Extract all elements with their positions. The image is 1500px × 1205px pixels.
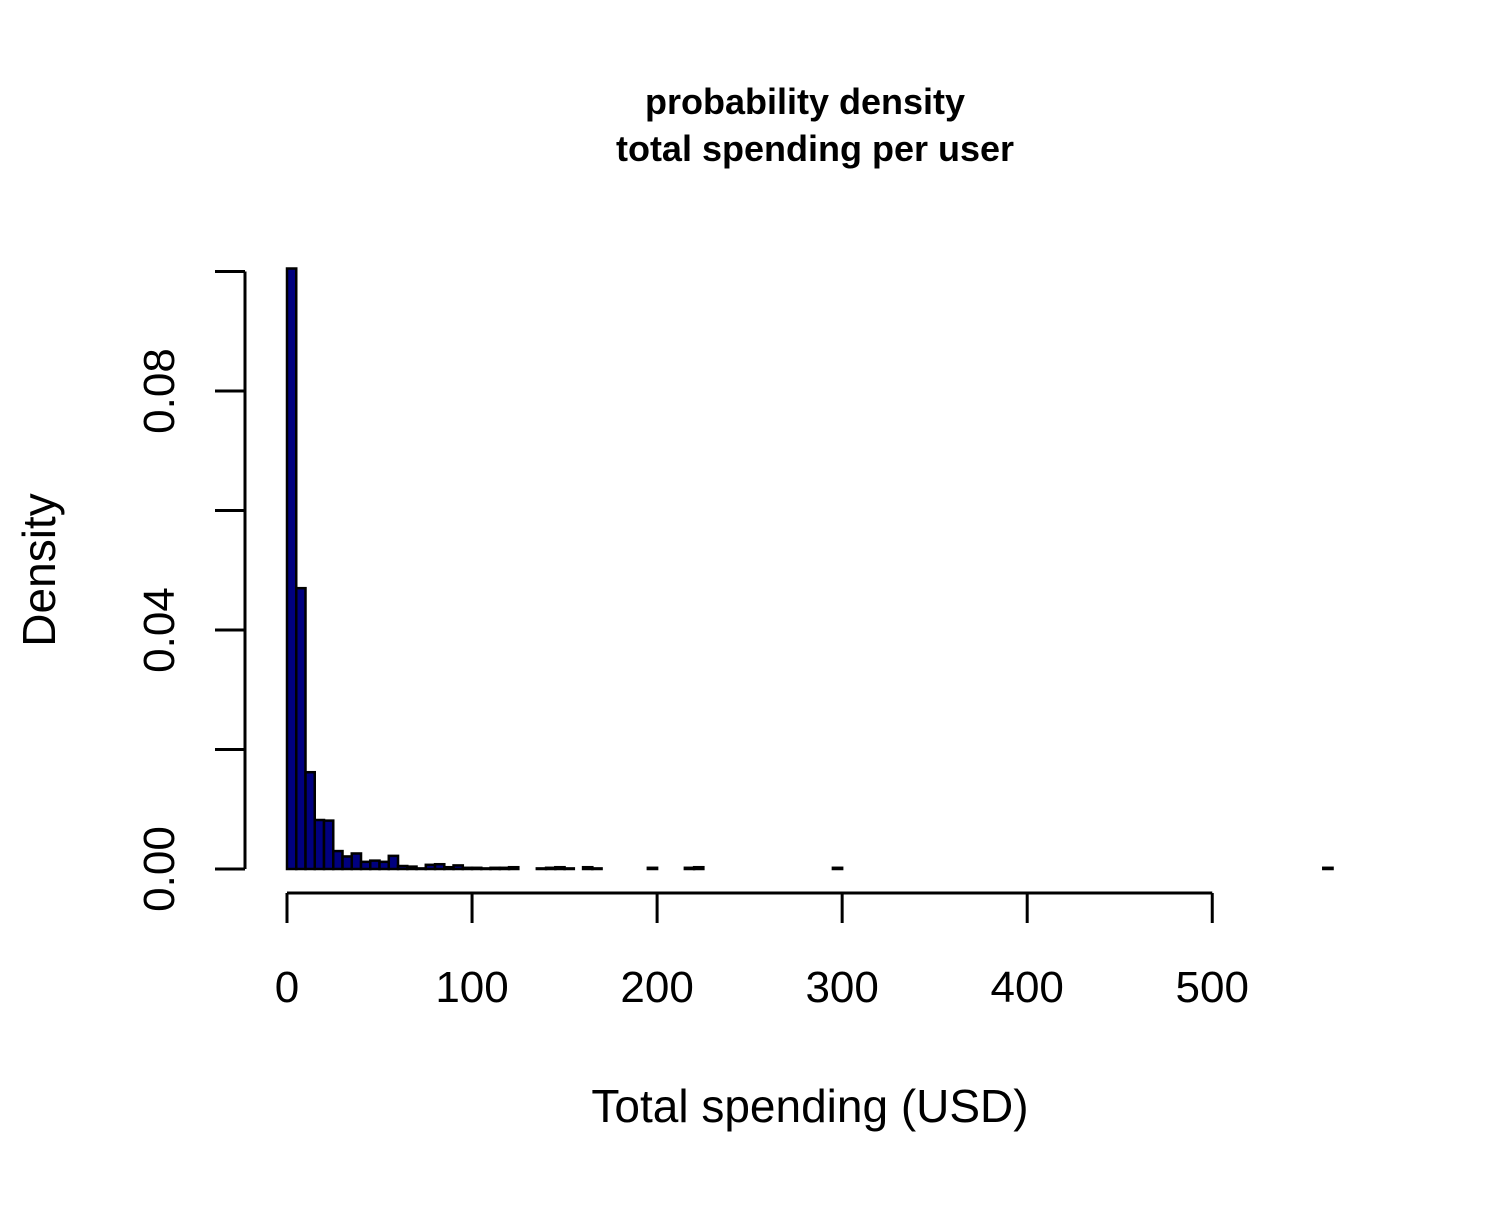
histogram-bar <box>692 865 705 871</box>
histogram-bar <box>406 865 418 871</box>
histogram-bar <box>1322 866 1334 871</box>
histogram-bar <box>341 855 354 871</box>
histogram-bar <box>831 866 844 871</box>
histogram-bar <box>378 860 391 871</box>
histogram-bar <box>304 770 316 871</box>
histogram-bar <box>443 865 455 871</box>
histogram-bars <box>285 267 1334 871</box>
histogram-bar <box>480 867 492 871</box>
chart-title: probability density <box>645 81 965 122</box>
histogram-bar <box>544 866 557 871</box>
histogram-bar <box>591 867 603 871</box>
histogram-bar <box>332 849 344 871</box>
y-tick-label: 0.04 <box>135 587 184 673</box>
x-tick-label: 200 <box>620 963 693 1012</box>
histogram-bar <box>470 866 483 871</box>
histogram-bar <box>424 863 437 871</box>
histogram-bar <box>498 866 511 871</box>
histogram-bar <box>646 866 659 871</box>
x-axis-label: Total spending (USD) <box>591 1080 1028 1132</box>
histogram-bar <box>350 852 363 871</box>
histogram-bar <box>285 267 298 871</box>
histogram-bar <box>322 819 335 871</box>
histogram-bar <box>396 864 409 871</box>
y-axis-label: Density <box>13 493 65 646</box>
histogram-bar <box>554 865 566 871</box>
histogram-bar <box>359 860 372 871</box>
x-tick-label: 300 <box>805 963 878 1012</box>
x-tick-label: 100 <box>435 963 508 1012</box>
x-axis: 0 100 200 300 400 500 <box>275 891 1249 1012</box>
histogram-bar <box>489 866 502 871</box>
histogram-bar <box>387 854 400 871</box>
histogram-bar <box>452 864 465 871</box>
histogram-bar <box>295 586 307 871</box>
chart-subtitle: total spending per user <box>616 128 1014 169</box>
histogram-bar <box>461 866 474 871</box>
histogram-bar <box>369 859 381 871</box>
histogram-bar <box>313 818 326 871</box>
x-tick-label: 0 <box>275 963 299 1012</box>
x-tick-label: 500 <box>1176 963 1249 1012</box>
histogram-bar <box>581 865 594 871</box>
histogram-bar <box>507 865 520 871</box>
y-tick-label: 0.08 <box>135 348 184 434</box>
x-tick-label: 400 <box>990 963 1063 1012</box>
histogram-bar <box>535 867 548 871</box>
y-tick-label: 0.00 <box>135 826 184 912</box>
histogram-bar <box>683 866 696 871</box>
histogram-bar <box>415 867 428 871</box>
histogram-bar <box>433 862 446 871</box>
histogram-bar <box>563 867 576 871</box>
y-axis: 0.00 0.04 0.08 <box>135 270 247 912</box>
